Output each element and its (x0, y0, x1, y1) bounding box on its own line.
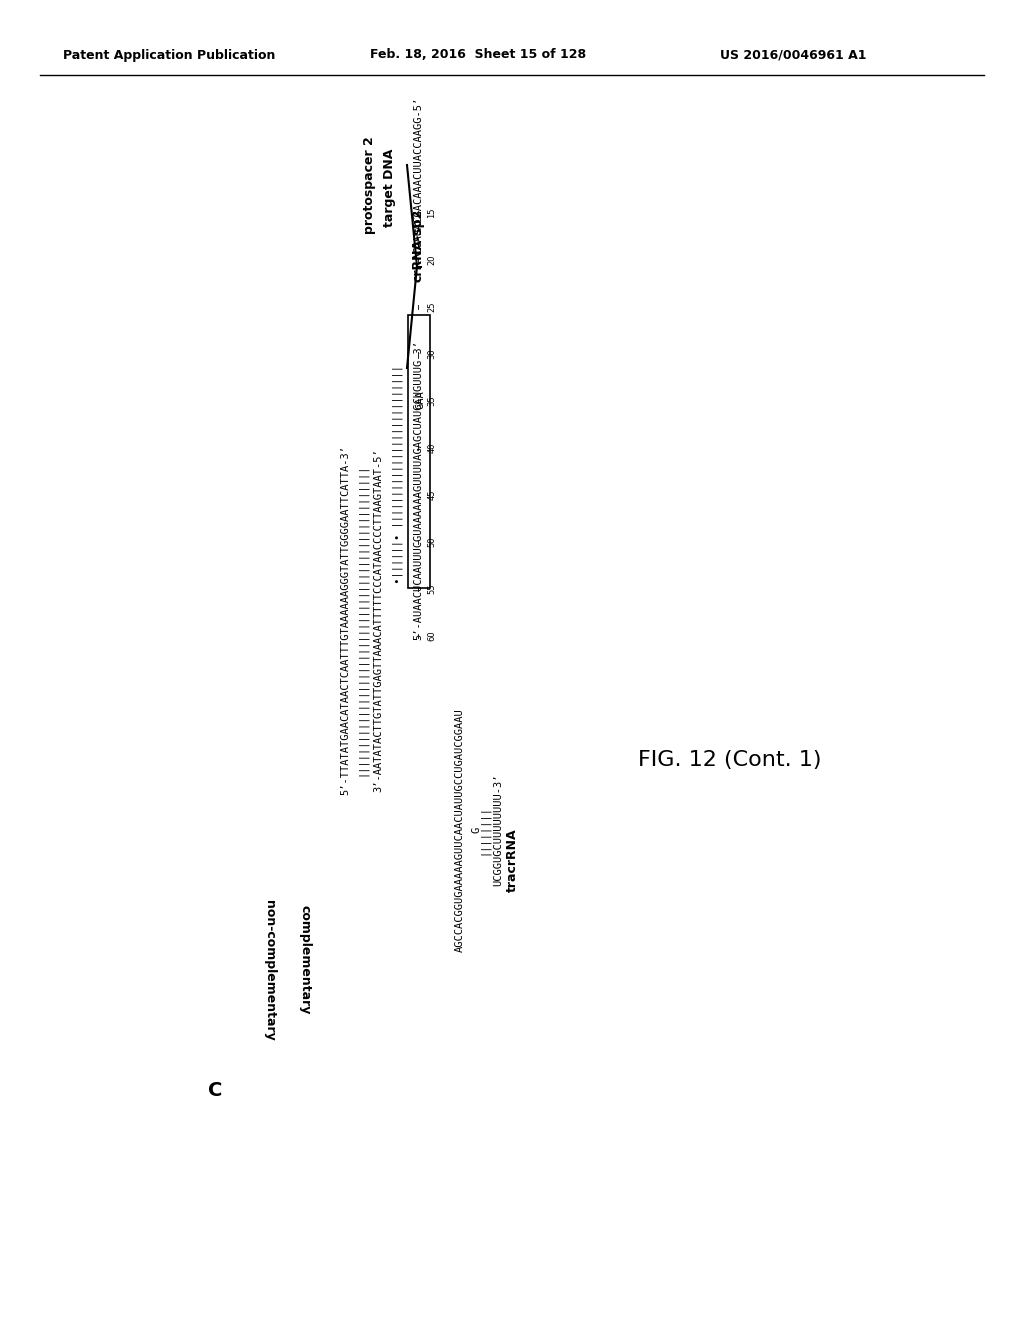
Text: US 2016/0046961 A1: US 2016/0046961 A1 (720, 49, 866, 62)
Text: GAA: GAA (415, 391, 425, 409)
Text: AGCCACGGUGAAAAAGUUCAACUAUUGCCUGAUCGGAAU: AGCCACGGUGAAAAAGUUCAACUAUUGCCUGAUCGGAAU (455, 708, 465, 952)
Text: Feb. 18, 2016  Sheet 15 of 128: Feb. 18, 2016 Sheet 15 of 128 (370, 49, 586, 62)
Text: 35: 35 (427, 396, 436, 407)
Text: 45: 45 (427, 490, 436, 500)
Text: 20: 20 (427, 255, 436, 265)
Text: CGAUACGACAAACUUACCAAGG-5’: CGAUACGACAAACUUACCAAGG-5’ (413, 96, 423, 253)
Text: C: C (208, 1081, 222, 1100)
Text: 15: 15 (427, 207, 436, 218)
Text: 55: 55 (427, 583, 436, 594)
Text: ||||||||||||||||||||||||||||||||||||||||||||||||||: ||||||||||||||||||||||||||||||||||||||||… (356, 463, 368, 776)
Text: FIG. 12 (Cont. 1): FIG. 12 (Cont. 1) (638, 750, 821, 770)
Text: complementary: complementary (299, 906, 311, 1015)
Text: 40: 40 (427, 442, 436, 453)
Text: 5’-TTATATGAACATAACTCAATTTGTAAAAAAGGGTATTGGGGAATTCATTA-3’: 5’-TTATATGAACATAACTCAATTTGTAAAAAAGGGTATT… (340, 445, 350, 795)
Text: target DNA: target DNA (384, 149, 396, 227)
Text: Patent Application Publication: Patent Application Publication (63, 49, 275, 62)
Text: 30: 30 (427, 348, 436, 359)
Text: •||||||• ||||||||||||||||||||||||||: •||||||• |||||||||||||||||||||||||| (393, 366, 403, 615)
Text: crRNA-sp2: crRNA-sp2 (412, 209, 425, 281)
Text: UCGGUGCUUUUUUUU-3’: UCGGUGCUUUUUUUU-3’ (493, 774, 503, 886)
Text: 25: 25 (427, 302, 436, 313)
Text: 5’-AUAACUCAAUUUCGUAAAAAAGUUUUAGAGCUAUGCUGUUUG-3’: 5’-AUAACUCAAUUUCGUAAAAAAGUUUUAGAGCUAUGCU… (413, 341, 423, 640)
Text: 50: 50 (427, 537, 436, 548)
Text: 3’-AATATACTTGTATTGAGTTAAACATTTTTCCCATAACCCCTTAAGTAAT-5’: 3’-AATATACTTGTATTGAGTTAAACATTTTTCCCATAAC… (373, 447, 383, 792)
Text: non-complementary: non-complementary (263, 900, 276, 1040)
Bar (408, 315, 430, 587)
Text: tracrRNA: tracrRNA (506, 828, 518, 892)
Text: protospacer 2: protospacer 2 (364, 136, 377, 234)
Text: 60: 60 (427, 631, 436, 642)
Text: G: G (471, 826, 481, 833)
Text: ||||||||: |||||||| (479, 805, 489, 855)
